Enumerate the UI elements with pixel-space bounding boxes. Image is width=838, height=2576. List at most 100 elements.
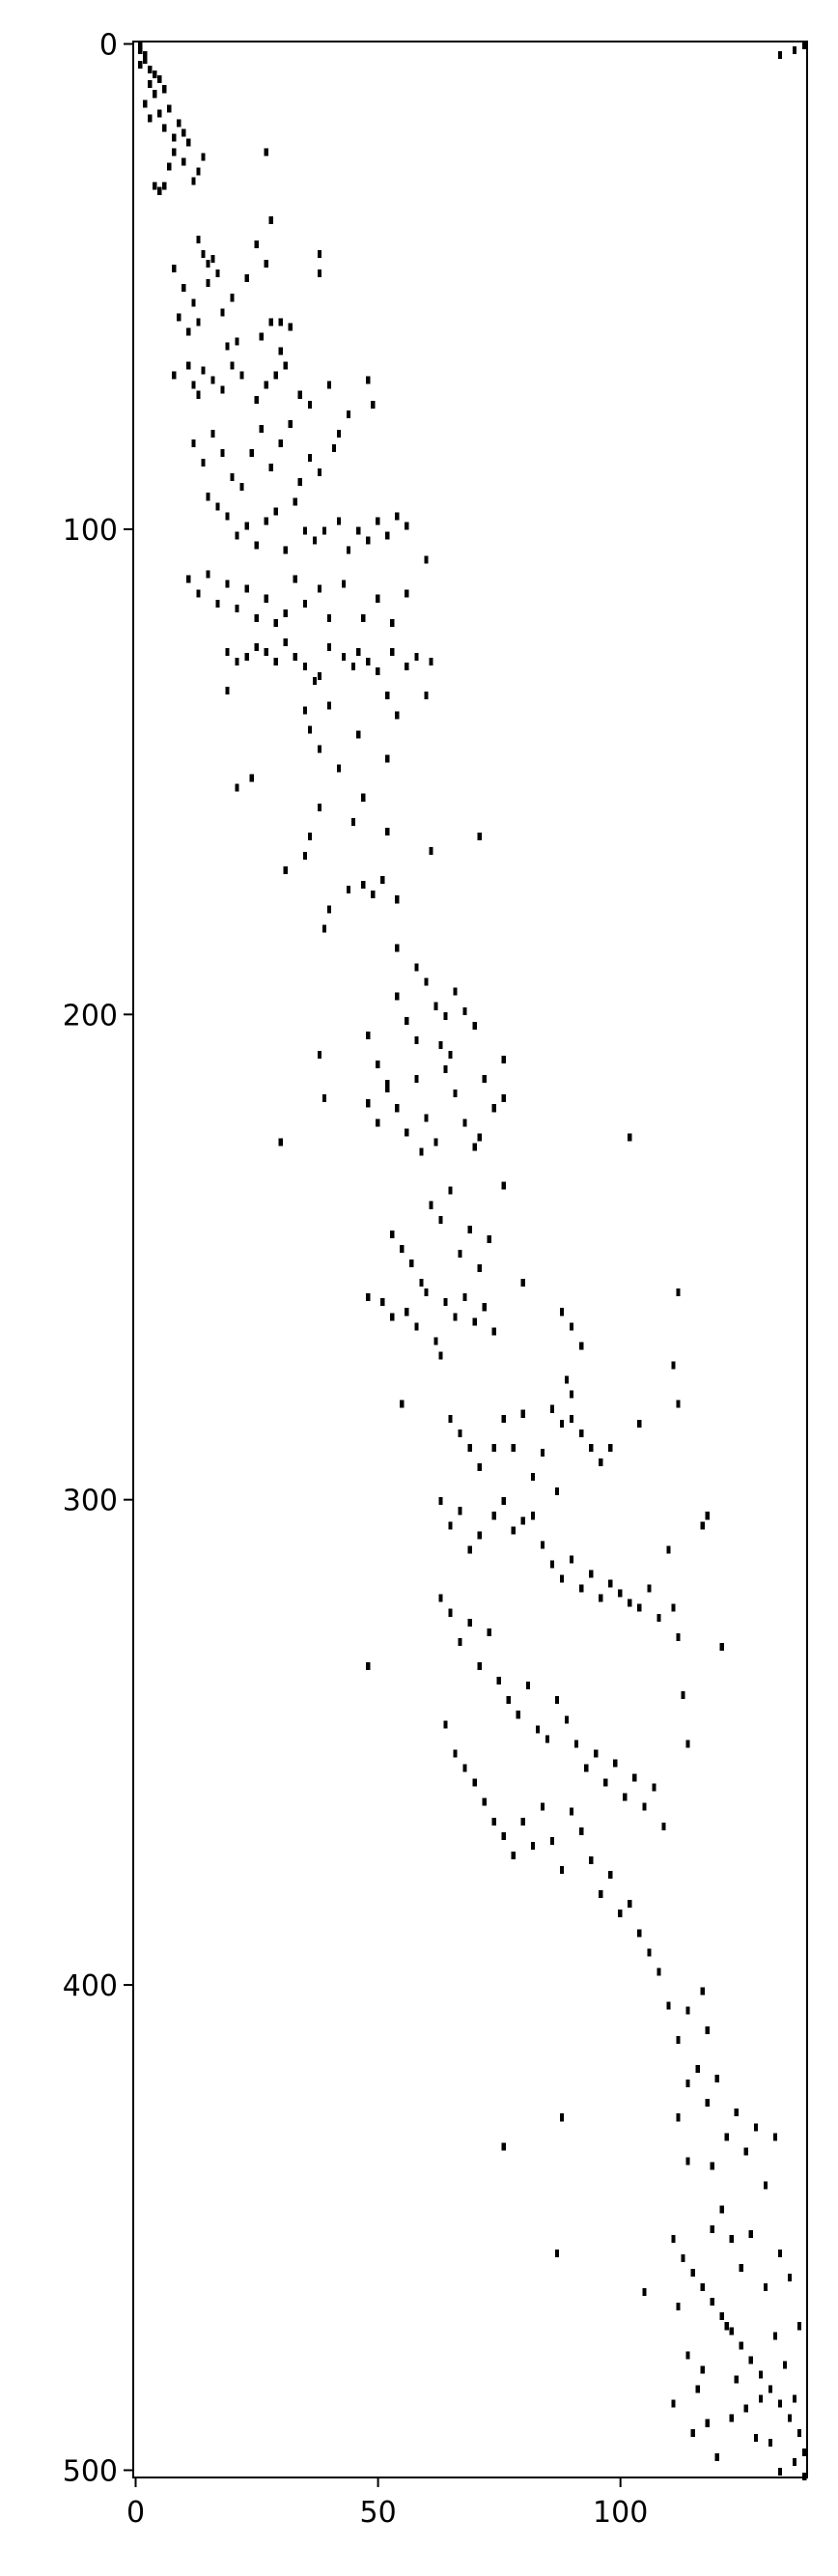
y-tick-label: 300 [63,1485,118,1518]
nonzero-mark [264,260,268,269]
nonzero-mark [297,390,302,399]
nonzero-mark [307,832,313,840]
nonzero-mark [599,1890,603,1899]
nonzero-mark [405,1016,409,1025]
nonzero-mark [293,653,297,662]
nonzero-mark [366,376,371,384]
nonzero-mark [438,1594,443,1602]
nonzero-mark [259,424,264,433]
nonzero-mark [462,1006,467,1015]
nonzero-mark [676,1400,681,1408]
nonzero-mark [424,555,429,564]
nonzero-mark [438,1351,443,1360]
nonzero-mark [264,647,268,657]
nonzero-mark [424,1288,429,1297]
nonzero-mark [578,1342,584,1350]
nonzero-mark [433,1002,438,1010]
nonzero-mark [477,1531,482,1540]
nonzero-mark [317,250,322,259]
nonzero-mark [225,647,230,657]
nonzero-mark [520,1279,525,1288]
nonzero-mark [685,1740,690,1748]
nonzero-mark [321,1094,327,1103]
nonzero-mark [632,1773,637,1782]
nonzero-mark [361,881,366,890]
nonzero-mark [317,269,322,278]
nonzero-mark [772,2332,778,2340]
nonzero-mark [458,1507,462,1515]
nonzero-mark [361,793,366,802]
nonzero-mark [453,987,458,996]
nonzero-mark [366,1099,371,1108]
nonzero-mark [777,51,783,60]
nonzero-mark [361,613,366,622]
nonzero-mark [405,589,409,598]
nonzero-mark [307,454,313,463]
nonzero-mark [196,318,201,326]
nonzero-mark [331,443,337,453]
nonzero-mark [210,376,215,384]
nonzero-mark [429,1201,433,1209]
nonzero-mark [516,1711,520,1719]
nonzero-mark [700,2365,705,2374]
nonzero-mark [182,284,186,293]
nonzero-mark [608,1443,613,1452]
nonzero-mark [395,711,400,720]
nonzero-mark [409,1260,414,1268]
nonzero-mark [268,318,273,326]
nonzero-mark [230,473,235,482]
y-tick-label: 100 [63,514,118,548]
nonzero-mark [578,1826,584,1835]
nonzero-mark [302,526,308,535]
nonzero-mark [787,2274,793,2282]
nonzero-mark [326,701,332,710]
nonzero-mark [637,1419,642,1428]
nonzero-mark [376,594,380,603]
nonzero-mark [705,1512,710,1520]
nonzero-mark [467,1443,472,1452]
nonzero-mark [312,536,318,545]
nonzero-mark [206,279,210,288]
nonzero-mark [376,517,380,525]
nonzero-mark [599,1458,603,1467]
nonzero-mark [796,2428,802,2437]
nonzero-mark [326,613,332,622]
nonzero-mark [487,1628,491,1636]
nonzero-mark [148,80,153,89]
nonzero-mark [578,1429,584,1437]
nonzero-mark [535,1725,541,1734]
nonzero-mark [244,522,249,530]
nonzero-mark [569,1807,574,1816]
nonzero-mark [589,1443,594,1452]
axes-frame [132,41,808,2478]
nonzero-mark [312,677,318,686]
nonzero-mark [235,658,239,666]
nonzero-mark [685,2080,690,2088]
nonzero-mark [792,46,797,55]
nonzero-mark [376,1118,380,1127]
nonzero-mark [385,1080,390,1089]
nonzero-mark [148,66,153,74]
nonzero-mark [661,1822,666,1830]
nonzero-mark [153,71,157,79]
nonzero-mark [729,2234,734,2243]
nonzero-mark [302,663,308,671]
x-tick-label: 0 [126,2496,145,2530]
nonzero-mark [186,138,191,147]
nonzero-mark [346,410,351,418]
nonzero-mark [569,1322,574,1331]
nonzero-mark [467,1545,472,1554]
nonzero-mark [429,846,433,856]
nonzero-mark [395,944,400,952]
nonzero-mark [753,2433,759,2442]
nonzero-mark [283,361,288,370]
nonzero-mark [239,483,244,492]
nonzero-mark [506,1696,511,1705]
nonzero-mark [647,1948,652,1957]
nonzero-mark [671,1361,676,1370]
nonzero-mark [743,2147,748,2156]
nonzero-mark [443,1298,448,1307]
nonzero-mark [608,1871,613,1880]
nonzero-mark [758,2370,764,2379]
nonzero-mark [235,531,239,540]
